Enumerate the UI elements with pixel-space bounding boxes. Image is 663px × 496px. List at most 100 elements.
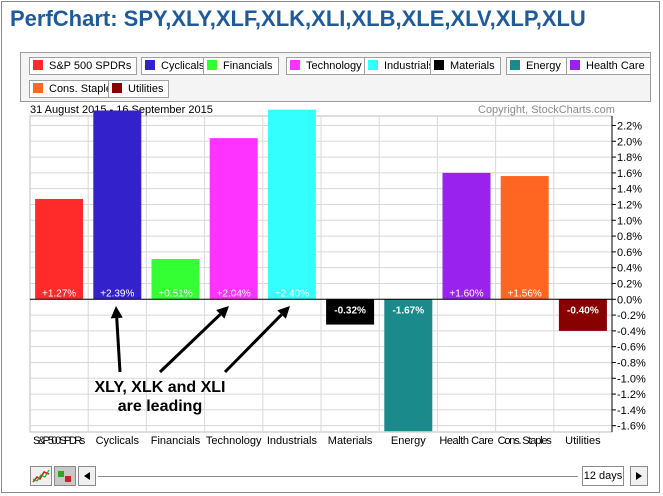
bar-industrials [267, 109, 316, 300]
arrow-left-icon [84, 472, 90, 480]
legend-swatch [112, 83, 122, 93]
y-tick-label: 2.2% [617, 120, 642, 132]
data-label: +1.60% [449, 288, 483, 299]
legend-label: Financials [223, 60, 273, 72]
annotation-line-2: are leading [117, 398, 203, 415]
y-tick-label: 0.2% [617, 278, 642, 290]
x-tick-label: Financials [151, 435, 201, 447]
bar-chart-button[interactable] [54, 466, 76, 486]
y-tick-label: 0.0% [617, 294, 642, 306]
bar-technology [209, 138, 258, 300]
legend-item-health-care[interactable]: Health Care [566, 57, 651, 75]
x-tick-label: Industrials [267, 435, 318, 447]
data-label: +1.27% [42, 288, 76, 299]
data-label: -0.32% [334, 305, 366, 316]
y-tick-label: -1.4% [617, 405, 646, 417]
x-tick-label: Health Care [439, 435, 493, 447]
y-tick-label: 0.8% [617, 231, 642, 243]
legend-item-energy[interactable]: Energy [506, 57, 567, 75]
y-tick-label: 0.6% [617, 247, 642, 259]
y-tick-label: 1.0% [617, 215, 642, 227]
page-title: PerfChart: SPY,XLY,XLF,XLK,XLI,XLB,XLE,X… [10, 6, 586, 31]
x-tick-label: S&P 500 SPDRs [33, 435, 86, 447]
legend-item-technology[interactable]: Technology [286, 57, 368, 75]
period-slider[interactable] [98, 476, 578, 477]
legend-item-s-p-500-spdrs[interactable]: S&P 500 SPDRs [29, 57, 138, 75]
y-tick-label: -0.2% [617, 310, 646, 322]
data-label: +1.56% [508, 288, 542, 299]
legend-swatch [510, 60, 520, 70]
bar-energy [384, 299, 433, 432]
period-select[interactable]: 12 days [582, 466, 624, 486]
bar-cons-staples [500, 176, 549, 300]
legend-label: S&P 500 SPDRs [49, 60, 132, 72]
legend-item-financials[interactable]: Financials [203, 57, 279, 75]
legend-swatch [33, 60, 43, 70]
bar-utilities [558, 299, 607, 331]
annotation-line-1: XLY, XLK and XLI [94, 379, 226, 396]
x-tick-label: Technology [206, 435, 262, 447]
arrow-head [277, 306, 290, 319]
legend-item-cons-staples[interactable]: Cons. Staples [29, 80, 124, 98]
legend-item-cyclicals[interactable]: Cyclicals [141, 57, 211, 75]
y-tick-label: -1.0% [617, 373, 646, 385]
legend-label: Cons. Staples [49, 83, 118, 95]
legend-swatch [145, 60, 155, 70]
y-tick-label: -1.6% [617, 421, 646, 433]
bar-chart-icon [58, 471, 71, 482]
annotation: XLY, XLK and XLI are leading [60, 378, 260, 416]
y-tick-label: 1.8% [617, 152, 642, 164]
arrow-technology [158, 313, 222, 374]
y-tick-label: 2.0% [617, 136, 642, 148]
y-tick-label: -0.4% [617, 326, 646, 338]
scroll-right-button[interactable] [630, 466, 648, 486]
data-label: +2.39% [100, 288, 134, 299]
copyright: Copyright, StockCharts.com [478, 104, 615, 116]
arrow-head [110, 306, 123, 319]
y-tick-label: -0.8% [617, 357, 646, 369]
x-tick-label: Utilities [565, 435, 601, 447]
y-tick-label: 0.4% [617, 263, 642, 275]
legend-item-materials[interactable]: Materials [430, 57, 501, 75]
legend-swatch [207, 60, 217, 70]
legend-label: Cyclicals [161, 60, 205, 72]
legend-label: Materials [450, 60, 495, 72]
legend-label: Utilities [128, 83, 164, 95]
y-tick-label: 1.4% [617, 184, 642, 196]
bar-cyclicals [93, 110, 142, 300]
y-tick-label: 1.6% [617, 168, 642, 180]
arrow-right-icon [636, 472, 642, 480]
legend-label: Energy [526, 60, 561, 72]
legend-label: Technology [306, 60, 362, 72]
data-label: -0.40% [567, 305, 599, 316]
x-tick-label: Energy [391, 435, 426, 447]
data-label: +2.04% [217, 288, 251, 299]
legend-swatch [368, 60, 378, 70]
arrow-industrials [223, 313, 283, 374]
bar-financials [151, 258, 200, 300]
data-label: +2.40% [275, 288, 309, 299]
legend-label: Industrials [384, 60, 435, 72]
legend-item-utilities[interactable]: Utilities [108, 80, 170, 98]
x-tick-label: Cyclicals [96, 435, 140, 447]
legend-label: Health Care [586, 60, 645, 72]
legend-swatch [290, 60, 300, 70]
legend-swatch [33, 83, 43, 93]
legend-item-industrials[interactable]: Industrials [364, 57, 441, 75]
bar-materials [326, 299, 375, 325]
bar-s-p-500-spdrs [35, 198, 84, 300]
line-chart-button[interactable] [30, 466, 52, 486]
date-range: 31 August 2015 - 16 September 2015 [30, 104, 213, 116]
y-tick-label: -1.2% [617, 389, 646, 401]
scroll-left-button[interactable] [78, 466, 96, 486]
y-tick-label: 1.2% [617, 199, 642, 211]
x-tick-label: Materials [328, 435, 373, 447]
bar-health-care [442, 172, 491, 300]
legend-swatch [434, 60, 444, 70]
x-tick-label: Cons. Staples [498, 435, 553, 447]
data-label: -1.67% [392, 305, 424, 316]
data-label: +0.51% [158, 288, 192, 299]
arrow-cyclicals [115, 317, 122, 373]
line-chart-icon [32, 469, 50, 483]
